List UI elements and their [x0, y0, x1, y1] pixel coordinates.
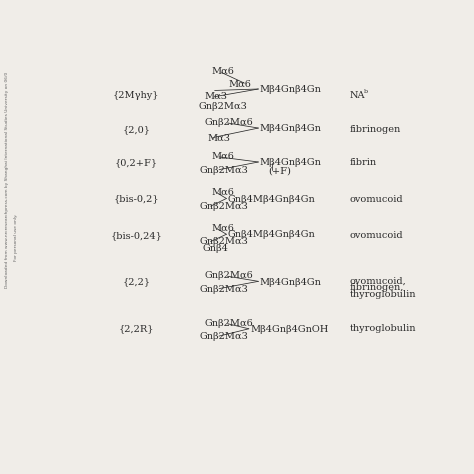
Text: Gnβ2Mα3: Gnβ2Mα3 — [200, 284, 248, 293]
Text: Mα3: Mα3 — [204, 91, 228, 100]
Text: Mβ4Gnβ4Gn: Mβ4Gnβ4Gn — [259, 85, 321, 94]
Text: fibrinogen: fibrinogen — [349, 126, 401, 134]
Text: Mβ4Gnβ4Gn: Mβ4Gnβ4Gn — [259, 124, 321, 133]
Text: {bis-0,2}: {bis-0,2} — [114, 195, 159, 204]
Text: {0,2+F}: {0,2+F} — [115, 158, 158, 167]
Text: fibrin: fibrin — [349, 158, 376, 167]
Text: NA: NA — [349, 91, 365, 100]
Text: Gnβ2Mα6: Gnβ2Mα6 — [204, 118, 253, 127]
Text: (+F): (+F) — [268, 167, 291, 176]
Text: Gnβ4: Gnβ4 — [202, 245, 228, 254]
Text: Mα6: Mα6 — [212, 67, 235, 76]
Text: Mβ4Gnβ4Gn: Mβ4Gnβ4Gn — [259, 158, 321, 167]
Text: {2,2}: {2,2} — [122, 277, 150, 286]
Text: Gnβ2Mα3: Gnβ2Mα3 — [199, 102, 248, 111]
Text: {2,2R}: {2,2R} — [118, 324, 154, 333]
Text: thyroglobulin: thyroglobulin — [349, 324, 416, 333]
Text: Gnβ2Mα3: Gnβ2Mα3 — [200, 165, 248, 174]
Text: Gnβ4Mβ4Gnβ4Gn: Gnβ4Mβ4Gnβ4Gn — [228, 195, 315, 204]
Text: ovomucoid: ovomucoid — [349, 231, 403, 240]
Text: {2Mγhy}: {2Mγhy} — [113, 91, 160, 100]
Text: fibrinogen,: fibrinogen, — [349, 283, 404, 292]
Text: thyroglobulin: thyroglobulin — [349, 290, 416, 299]
Text: {bis-0,24}: {bis-0,24} — [110, 231, 162, 240]
Text: Gnβ4Mβ4Gnβ4Gn: Gnβ4Mβ4Gnβ4Gn — [228, 230, 315, 239]
Text: Downloaded from www.nrcresearchpress.com by Shanghai International Studies Unive: Downloaded from www.nrcresearchpress.com… — [5, 72, 9, 288]
Text: Mα6: Mα6 — [228, 80, 251, 89]
Text: Mα6: Mα6 — [212, 152, 235, 161]
Text: Gnβ2Mα6: Gnβ2Mα6 — [204, 272, 253, 280]
Text: Gnβ2Mα3: Gnβ2Mα3 — [200, 237, 248, 246]
Text: ovomucoid: ovomucoid — [349, 195, 403, 204]
Text: Mα3: Mα3 — [207, 133, 230, 142]
Text: Gnβ2Mα3: Gnβ2Mα3 — [200, 332, 248, 341]
Text: Gnβ2Mα6: Gnβ2Mα6 — [204, 319, 253, 328]
Text: ovomucoid,: ovomucoid, — [349, 277, 406, 286]
Text: Mα6: Mα6 — [212, 188, 235, 197]
Text: Mα6: Mα6 — [212, 224, 235, 233]
Text: b: b — [364, 89, 367, 94]
Text: For personal use only.: For personal use only. — [14, 213, 18, 261]
Text: Mβ4Gnβ4Gn: Mβ4Gnβ4Gn — [259, 278, 321, 287]
Text: Mβ4Gnβ4GnOH: Mβ4Gnβ4GnOH — [250, 325, 328, 334]
Text: {2,0}: {2,0} — [122, 126, 150, 134]
Text: Gnβ2Mα3: Gnβ2Mα3 — [200, 202, 248, 211]
